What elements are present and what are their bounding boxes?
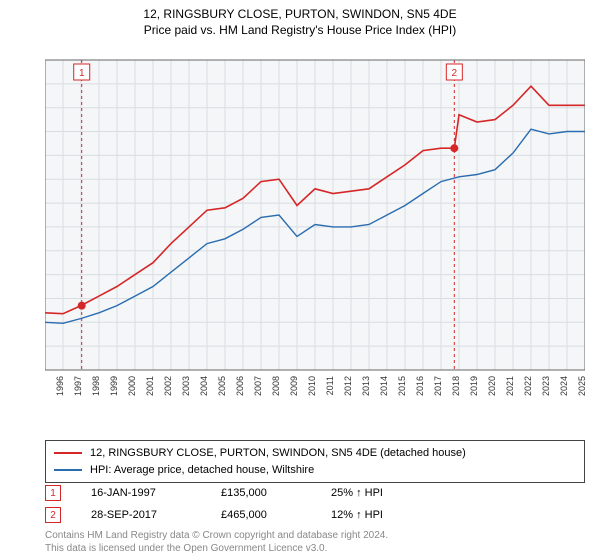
svg-text:2018: 2018 (451, 376, 461, 396)
marker-hpi-1: 25% ↑ HPI (331, 487, 431, 499)
svg-text:1999: 1999 (109, 376, 119, 396)
chart-title: 12, RINGSBURY CLOSE, PURTON, SWINDON, SN… (0, 6, 600, 22)
svg-text:2019: 2019 (469, 376, 479, 396)
legend-label-hpi: HPI: Average price, detached house, Wilt… (90, 462, 314, 479)
legend: 12, RINGSBURY CLOSE, PURTON, SWINDON, SN… (45, 440, 585, 483)
marker-date-1: 16-JAN-1997 (91, 487, 191, 499)
marker-badge-2: 2 (45, 507, 61, 523)
svg-text:2013: 2013 (361, 376, 371, 396)
marker-row-2: 2 28-SEP-2017 £465,000 12% ↑ HPI (45, 507, 585, 523)
svg-text:2014: 2014 (379, 376, 389, 396)
svg-text:2020: 2020 (487, 376, 497, 396)
marker-date-2: 28-SEP-2017 (91, 509, 191, 521)
legend-row-property: 12, RINGSBURY CLOSE, PURTON, SWINDON, SN… (54, 445, 576, 462)
svg-text:2003: 2003 (181, 376, 191, 396)
chart-container: 12, RINGSBURY CLOSE, PURTON, SWINDON, SN… (0, 0, 600, 560)
svg-text:1998: 1998 (91, 376, 101, 396)
marker-price-2: £465,000 (221, 509, 301, 521)
svg-text:1: 1 (79, 68, 85, 79)
svg-text:2024: 2024 (559, 376, 569, 396)
legend-swatch-property (54, 452, 82, 454)
svg-text:2017: 2017 (433, 376, 443, 396)
svg-text:2025: 2025 (577, 376, 585, 396)
chart-subtitle: Price paid vs. HM Land Registry's House … (0, 22, 600, 38)
legend-swatch-hpi (54, 469, 82, 471)
marker-badge-1: 1 (45, 485, 61, 501)
svg-text:2004: 2004 (199, 376, 209, 396)
footer: Contains HM Land Registry data © Crown c… (45, 530, 388, 555)
svg-text:2000: 2000 (127, 376, 137, 396)
svg-text:2016: 2016 (415, 376, 425, 396)
marker-row-1: 1 16-JAN-1997 £135,000 25% ↑ HPI (45, 485, 585, 501)
svg-text:2007: 2007 (253, 376, 263, 396)
svg-text:2008: 2008 (271, 376, 281, 396)
svg-text:1997: 1997 (73, 376, 83, 396)
legend-row-hpi: HPI: Average price, detached house, Wilt… (54, 462, 576, 479)
svg-text:2001: 2001 (145, 376, 155, 396)
title-block: 12, RINGSBURY CLOSE, PURTON, SWINDON, SN… (0, 0, 600, 38)
svg-text:2022: 2022 (523, 376, 533, 396)
footer-line-2: This data is licensed under the Open Gov… (45, 543, 388, 556)
chart-area: £0£50K£100K£150K£200K£250K£300K£350K£400… (45, 50, 585, 400)
line-chart: £0£50K£100K£150K£200K£250K£300K£350K£400… (45, 50, 585, 400)
legend-label-property: 12, RINGSBURY CLOSE, PURTON, SWINDON, SN… (90, 445, 466, 462)
svg-text:1995: 1995 (45, 376, 47, 396)
svg-text:2006: 2006 (235, 376, 245, 396)
marker-price-1: £135,000 (221, 487, 301, 499)
footer-line-1: Contains HM Land Registry data © Crown c… (45, 530, 388, 543)
svg-text:2005: 2005 (217, 376, 227, 396)
svg-text:2010: 2010 (307, 376, 317, 396)
svg-text:2011: 2011 (325, 376, 335, 395)
svg-text:2002: 2002 (163, 376, 173, 396)
svg-text:2: 2 (452, 68, 458, 79)
svg-text:2012: 2012 (343, 376, 353, 396)
svg-text:2015: 2015 (397, 376, 407, 396)
marker-table: 1 16-JAN-1997 £135,000 25% ↑ HPI 2 28-SE… (45, 485, 585, 529)
svg-text:2021: 2021 (505, 376, 515, 396)
svg-text:1996: 1996 (55, 376, 65, 396)
svg-text:2023: 2023 (541, 376, 551, 396)
svg-text:2009: 2009 (289, 376, 299, 396)
marker-hpi-2: 12% ↑ HPI (331, 509, 431, 521)
